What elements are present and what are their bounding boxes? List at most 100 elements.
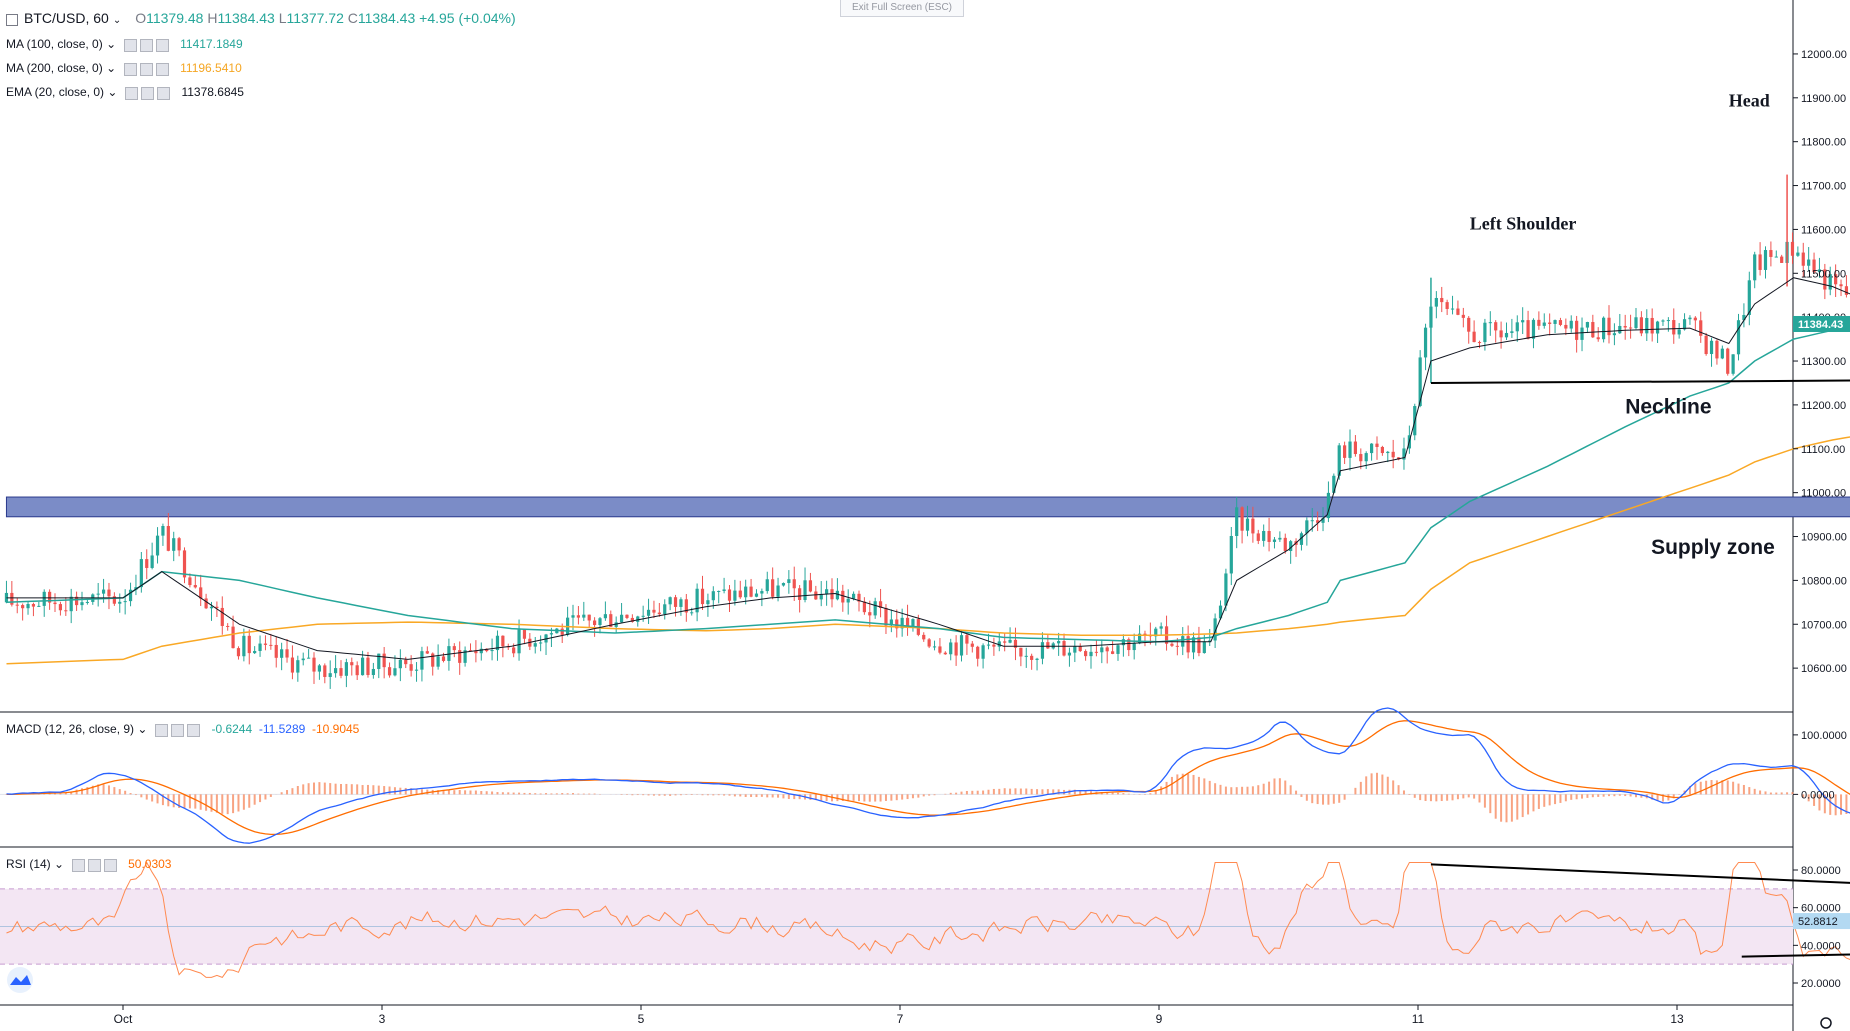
- candle-body: [727, 589, 732, 601]
- candle-body: [1127, 639, 1131, 651]
- candle-body: [64, 610, 68, 612]
- legend-ma200[interactable]: MA (200, close, 0) ⌄ 11196.5410: [6, 61, 242, 76]
- candle-body: [1240, 507, 1244, 531]
- candle-body: [1828, 274, 1832, 290]
- candle-body: [1575, 320, 1579, 340]
- candle-body: [862, 601, 866, 613]
- candle-body: [1585, 322, 1590, 328]
- neckline-line: [1430, 379, 1850, 384]
- candle-body: [209, 606, 214, 609]
- candle-body: [1488, 322, 1492, 324]
- candle-body: [808, 580, 813, 592]
- candle-body: [139, 559, 143, 588]
- candle-body: [787, 579, 791, 584]
- ma100-line: [6, 326, 1850, 643]
- time-tick-label: Oct: [114, 1012, 133, 1026]
- candle-body: [31, 604, 36, 607]
- price-tick-label: 10800.00: [1801, 575, 1847, 587]
- ma200-line: [6, 436, 1850, 665]
- candle-body: [733, 590, 737, 601]
- indicator-buttons: [124, 62, 172, 76]
- candle-body: [1521, 320, 1525, 323]
- candle-body: [490, 650, 494, 652]
- price-tick-label: 10700.00: [1801, 619, 1847, 631]
- candle-body: [981, 645, 985, 659]
- candle-body: [932, 646, 937, 648]
- candle-body: [1235, 507, 1239, 536]
- candle-body: [447, 646, 451, 661]
- candle-body: [1796, 252, 1800, 256]
- candle-body: [1229, 535, 1233, 574]
- macd-tick-label: 100.0000: [1801, 730, 1847, 742]
- candle-body: [1504, 332, 1509, 338]
- candle-body: [1035, 658, 1039, 660]
- annotations: Left ShoulderHeadRight ShoulderNecklineB…: [1430, 91, 1850, 559]
- candle-body: [1267, 531, 1271, 542]
- candle-body: [1289, 541, 1293, 551]
- tradingview-logo-icon: [7, 967, 33, 993]
- candle-body: [317, 665, 322, 672]
- candle-body: [819, 593, 823, 600]
- candle-body: [226, 625, 230, 627]
- legend-ma100[interactable]: MA (100, close, 0) ⌄ 11417.1849: [6, 37, 243, 52]
- candle-body: [1450, 308, 1455, 310]
- indicator-buttons: [124, 38, 172, 52]
- candle-body: [905, 617, 910, 627]
- candle-body: [1634, 317, 1638, 329]
- candle-body: [414, 669, 419, 671]
- candle-body: [997, 641, 1001, 647]
- candle-body: [1186, 636, 1190, 653]
- candle-body: [1742, 314, 1746, 321]
- candle-body: [803, 580, 807, 600]
- candle-body: [636, 616, 640, 622]
- neckline-label: Neckline: [1625, 396, 1711, 419]
- candle-body: [992, 644, 996, 647]
- candle-body: [700, 588, 705, 605]
- candle-body: [1364, 453, 1368, 462]
- supply-zone-label: Supply zone: [1651, 536, 1775, 559]
- candle-body: [873, 601, 877, 616]
- price-tick-label: 11500.00: [1801, 268, 1846, 280]
- candle-body: [722, 589, 726, 591]
- candle-body: [431, 653, 435, 667]
- axes: 12000.00 11900.00 11800.00 11700.00 11600.00…: [0, 49, 1850, 1029]
- legend-ema20[interactable]: EMA (20, close, 0) ⌄ 11378.6845: [6, 85, 244, 100]
- candle-body: [1774, 256, 1778, 258]
- candle-body: [1003, 641, 1007, 643]
- candle-body: [1170, 643, 1174, 646]
- candle-body: [609, 614, 613, 627]
- candle-body: [333, 668, 338, 674]
- candle-body: [436, 656, 440, 667]
- candle-body: [1402, 448, 1406, 460]
- chevron-down-icon[interactable]: ⌄: [112, 15, 122, 26]
- legend-rsi[interactable]: RSI (14) ⌄ 50.0303: [6, 857, 172, 872]
- candle-body: [1224, 573, 1228, 606]
- candle-body: [21, 605, 25, 609]
- symbol-label[interactable]: BTC/USD, 60: [24, 10, 109, 26]
- candle-body: [1159, 626, 1163, 629]
- candle-body: [1726, 348, 1730, 374]
- collapse-icon[interactable]: [6, 13, 18, 26]
- time-tick-label: 11: [1412, 1012, 1425, 1026]
- price-tick-label: 11300.00: [1801, 356, 1846, 368]
- candle-body: [706, 600, 710, 605]
- exit-fullscreen-button[interactable]: Exit Full Screen (ESC): [840, 0, 964, 17]
- candle-body: [1736, 320, 1741, 355]
- candle-body: [1375, 443, 1379, 447]
- candle-body: [1612, 333, 1617, 336]
- candle-body: [15, 604, 19, 606]
- candle-body: [1078, 646, 1082, 652]
- candle-body: [468, 650, 473, 652]
- candle-body: [1030, 655, 1034, 660]
- candle-body: [749, 586, 753, 597]
- rsi-value-label: 52.8812: [1798, 916, 1838, 928]
- legend-macd[interactable]: MACD (12, 26, close, 9) ⌄ -0.6244 -11.528…: [6, 722, 360, 737]
- candle-body: [107, 589, 111, 597]
- candle-body: [1380, 446, 1384, 454]
- time-tick-label: 13: [1670, 1012, 1684, 1026]
- candle-body: [927, 639, 931, 647]
- candle-body: [1332, 475, 1336, 493]
- candle-body: [1790, 241, 1795, 256]
- candle-body: [74, 596, 79, 606]
